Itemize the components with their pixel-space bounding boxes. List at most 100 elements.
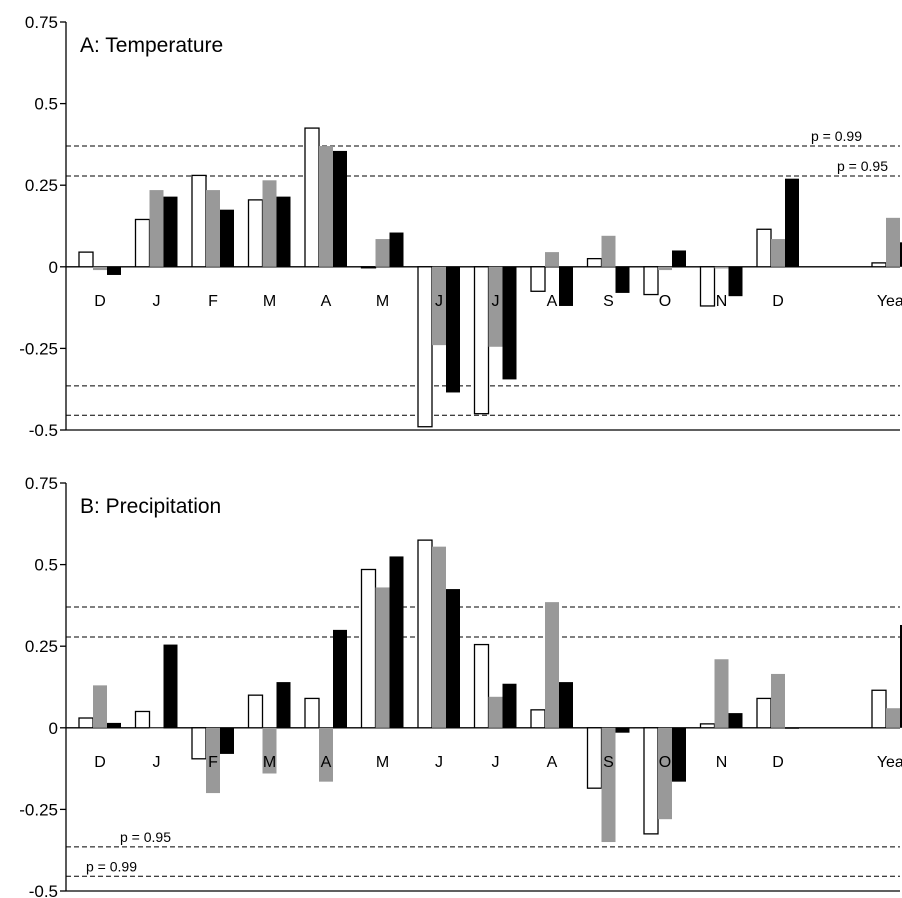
threshold-label: p = 0.99 xyxy=(811,128,862,144)
bar-series-2 xyxy=(714,659,729,728)
bar-series-2 xyxy=(488,266,503,347)
category-label: N xyxy=(716,754,728,771)
bar-series-1 xyxy=(699,266,716,307)
bar-series-1 xyxy=(643,727,659,835)
category-label: A xyxy=(547,754,558,771)
bar-series-1 xyxy=(304,127,320,268)
bar-series-2 xyxy=(375,239,390,267)
bar-series-2 xyxy=(432,266,446,346)
panel-temperature: 0.75 0.5 0.25 0 -0.25 -0.5 A: Temperature p = 0… xyxy=(19,13,902,440)
bar-series-2 xyxy=(658,266,672,271)
bar-series-3 xyxy=(785,727,799,729)
category-label: J xyxy=(153,754,161,771)
bar-series-1 xyxy=(871,689,887,729)
bar-series-1 xyxy=(191,727,207,760)
category-label: A xyxy=(321,293,332,310)
category-label: J xyxy=(435,754,443,771)
bar-series-1 xyxy=(134,218,151,268)
bar-series-2 xyxy=(206,727,220,794)
bar-series-3 xyxy=(107,266,121,275)
bar-series-3 xyxy=(900,624,902,728)
category-label: O xyxy=(659,293,671,310)
threshold-label: p = 0.99 xyxy=(86,858,137,874)
y-tick-label: -0.25 xyxy=(19,339,58,358)
bar-series-3 xyxy=(785,178,799,267)
y-tick-label: 0.25 xyxy=(25,637,58,656)
bar-series-1 xyxy=(530,709,546,729)
bar-series-3 xyxy=(559,682,573,728)
category-label: Year xyxy=(877,293,902,310)
bar-series-1 xyxy=(530,266,546,292)
panel-title: B: Precipitation xyxy=(80,495,221,518)
bar-series-2 xyxy=(545,252,559,267)
bar-series-1 xyxy=(871,262,887,268)
bar-series-3 xyxy=(276,196,291,267)
category-label: J xyxy=(492,754,500,771)
category-label: O xyxy=(659,754,671,771)
bar-series-1 xyxy=(473,266,490,415)
bar-series-3 xyxy=(389,232,404,267)
bar-series-3 xyxy=(672,727,686,782)
bar-series-1 xyxy=(756,697,772,729)
y-tick-label: 0.75 xyxy=(25,13,58,32)
bar-series-2 xyxy=(714,266,729,269)
category-label: S xyxy=(603,293,614,310)
bar-series-2 xyxy=(886,708,900,728)
bar-series-2 xyxy=(488,696,503,728)
bar-series-2 xyxy=(93,685,107,728)
y-tick-label: 0.75 xyxy=(25,474,58,493)
bar-series-3 xyxy=(389,556,404,728)
bar-series-1 xyxy=(756,228,772,268)
bar-series-1 xyxy=(586,257,603,268)
bar-series-1 xyxy=(78,717,94,729)
bar-series-3 xyxy=(446,266,460,393)
category-label: A xyxy=(547,293,558,310)
bar-series-2 xyxy=(319,727,333,782)
bar-series-3 xyxy=(163,196,178,267)
bar-series-3 xyxy=(163,644,178,728)
category-label: M xyxy=(263,754,276,771)
category-label: F xyxy=(208,293,218,310)
bar-series-2 xyxy=(545,602,559,728)
bar-series-3 xyxy=(728,266,743,297)
category-label: F xyxy=(208,754,218,771)
bar-series-3 xyxy=(446,589,460,728)
bar-series-2 xyxy=(319,146,333,267)
bar-series-2 xyxy=(206,190,220,267)
threshold-label: p = 0.95 xyxy=(120,829,171,845)
y-tick-label: 0.5 xyxy=(34,556,58,575)
y-tick-label: 0 xyxy=(49,719,58,738)
bar-series-3 xyxy=(502,266,517,380)
category-label: J xyxy=(153,293,161,310)
bar-series-3 xyxy=(728,713,743,728)
category-label: S xyxy=(603,754,614,771)
threshold-label: p = 0.95 xyxy=(837,158,888,174)
bar-series-1 xyxy=(78,251,94,268)
category-label: M xyxy=(263,293,276,310)
panel-title: A: Temperature xyxy=(80,34,223,57)
bar-series-2 xyxy=(149,190,164,267)
bar-series-1 xyxy=(473,643,490,729)
category-label: D xyxy=(772,293,784,310)
bar-series-2 xyxy=(375,587,390,728)
bar-series-2 xyxy=(601,235,616,267)
bar-series-3 xyxy=(615,266,630,293)
bar-series-1 xyxy=(191,174,207,268)
bar-series-2 xyxy=(262,727,277,774)
bar-series-2 xyxy=(771,239,785,267)
bar-series-1 xyxy=(134,710,151,729)
bar-series-2 xyxy=(93,266,107,271)
bar-series-2 xyxy=(432,546,446,728)
category-label: D xyxy=(94,293,106,310)
y-tick-label: -0.5 xyxy=(29,882,58,898)
bar-series-1 xyxy=(360,266,377,269)
bar-series-1 xyxy=(643,266,659,296)
category-label: N xyxy=(716,293,728,310)
bar-series-2 xyxy=(601,727,616,843)
bar-series-3 xyxy=(900,242,902,267)
bar-series-1 xyxy=(304,697,320,729)
y-tick-label: 0 xyxy=(49,258,58,277)
category-label: Year xyxy=(877,754,902,771)
y-tick-label: -0.5 xyxy=(29,421,58,440)
